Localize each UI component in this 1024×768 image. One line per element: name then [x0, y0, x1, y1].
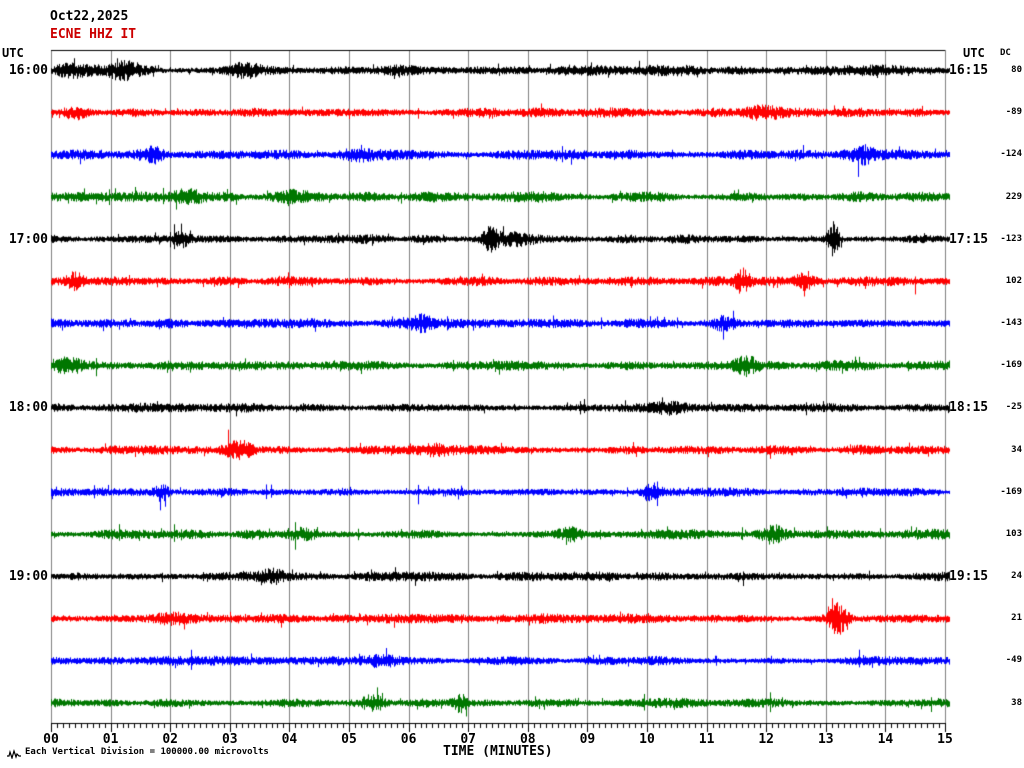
dc-value: 38	[1011, 697, 1022, 708]
left-time-label: 19:00	[8, 569, 48, 585]
utc-label-right: UTC	[963, 46, 985, 60]
x-tick-label: 11	[698, 732, 715, 747]
x-tick-label: 00	[43, 732, 59, 747]
x-axis-title: TIME (MINUTES)	[443, 744, 553, 759]
x-tick-label: 05	[341, 732, 357, 747]
x-tick-label: 03	[221, 732, 238, 747]
waveform-icon	[7, 749, 21, 759]
x-tick-label: 13	[817, 732, 834, 747]
dc-value: 21	[1011, 613, 1022, 624]
dc-value: -169	[1000, 486, 1022, 497]
dc-value: 102	[1005, 275, 1022, 286]
dc-value: 34	[1011, 444, 1022, 455]
station-title: ECNE HHZ IT	[50, 27, 137, 42]
right-time-label: 17:15	[949, 231, 989, 247]
left-time-label: 17:00	[8, 231, 48, 247]
left-time-label: 18:00	[8, 400, 48, 416]
x-tick-label: 07	[460, 732, 477, 747]
date-title: Oct22,2025	[50, 9, 129, 24]
dc-value: -123	[1000, 233, 1022, 244]
dc-value: 229	[1005, 191, 1022, 202]
x-tick-label: 01	[102, 732, 119, 747]
utc-label-left: UTC	[2, 46, 24, 60]
x-tick-label: 10	[639, 732, 655, 747]
x-tick-label: 04	[281, 732, 298, 747]
x-tick-label: 12	[758, 732, 775, 747]
right-time-label: 19:15	[949, 569, 989, 585]
dc-value: -25	[1005, 402, 1022, 413]
dc-value: 103	[1005, 528, 1022, 539]
dc-value: -169	[1000, 360, 1022, 371]
x-tick-label: 02	[162, 732, 179, 747]
x-tick-label: 14	[877, 732, 894, 747]
x-tick-label: 08	[519, 732, 536, 747]
left-time-label: 16:00	[8, 63, 48, 78]
dc-header: DC	[1000, 48, 1011, 58]
dc-value: 24	[1011, 571, 1022, 582]
dc-value: -49	[1005, 655, 1022, 666]
x-tick-label: 09	[579, 732, 596, 747]
dc-value: 80	[1011, 65, 1022, 75]
dc-value: -124	[1000, 149, 1022, 160]
x-tick-label: 06	[400, 732, 417, 747]
dc-value: -89	[1005, 107, 1022, 118]
scale-note: Each Vertical Division = 100000.00 micro…	[25, 747, 269, 757]
right-time-label: 16:15	[949, 63, 989, 78]
dc-value: -143	[1000, 318, 1022, 329]
x-tick-label: 15	[937, 732, 953, 747]
right-time-label: 18:15	[949, 400, 989, 416]
